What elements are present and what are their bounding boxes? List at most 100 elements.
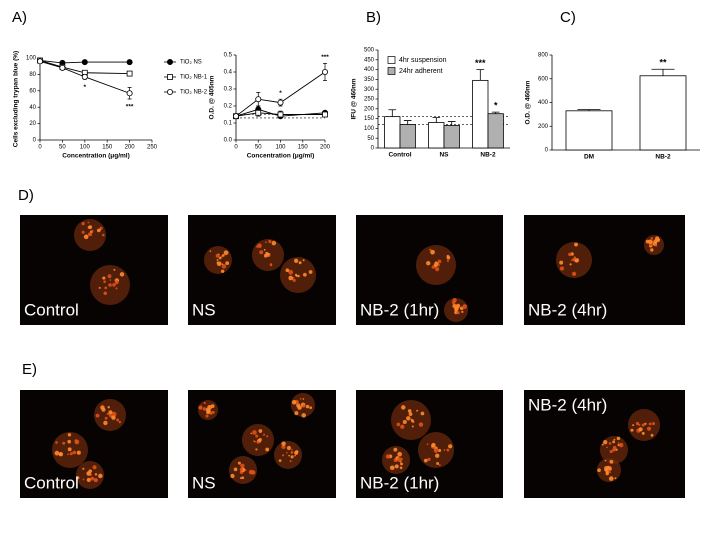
y-tick-label: 40 bbox=[29, 105, 36, 111]
granule bbox=[429, 248, 432, 251]
granule bbox=[237, 461, 241, 465]
granule bbox=[104, 286, 108, 290]
y-tick-label: 0.3 bbox=[224, 87, 233, 93]
error-bar bbox=[651, 68, 675, 76]
marker bbox=[59, 64, 66, 71]
granule bbox=[112, 283, 116, 287]
y-tick-label: 400 bbox=[538, 100, 549, 106]
line bbox=[39, 60, 130, 94]
granule bbox=[221, 254, 225, 257]
granule bbox=[108, 410, 113, 415]
granule bbox=[609, 449, 613, 454]
x-tick-label: DM bbox=[584, 154, 594, 161]
granule bbox=[253, 440, 256, 443]
granule bbox=[291, 448, 293, 451]
granule bbox=[461, 310, 464, 314]
granule bbox=[456, 311, 460, 315]
granule bbox=[452, 298, 457, 303]
granule bbox=[609, 471, 612, 474]
x-tick-label: 150 bbox=[102, 145, 113, 151]
y-tick-label: 0 bbox=[545, 148, 549, 154]
granule bbox=[119, 272, 125, 277]
granule bbox=[58, 451, 64, 457]
granule bbox=[647, 239, 653, 245]
granule bbox=[118, 420, 122, 424]
granule bbox=[86, 477, 91, 482]
granule bbox=[462, 304, 468, 309]
granule bbox=[604, 459, 607, 462]
granule bbox=[95, 413, 100, 418]
granule bbox=[446, 448, 450, 452]
granule bbox=[233, 467, 238, 472]
x-tick-label: 0 bbox=[234, 145, 238, 151]
granule bbox=[612, 448, 616, 452]
granule bbox=[309, 406, 313, 410]
granule bbox=[90, 476, 95, 481]
y-axis-label: Cells excluding trypan blue (%) bbox=[13, 51, 20, 147]
y-tick-label: 0.2 bbox=[224, 104, 233, 110]
y-tick-label: 0 bbox=[33, 138, 37, 144]
granule bbox=[286, 445, 291, 451]
granule bbox=[93, 478, 98, 483]
granule bbox=[302, 272, 307, 277]
granule bbox=[111, 411, 117, 417]
granule bbox=[654, 244, 658, 247]
granule bbox=[96, 228, 101, 233]
granule bbox=[393, 459, 396, 462]
granule bbox=[266, 435, 269, 438]
y-tick-label: 0.4 bbox=[224, 70, 233, 76]
granule bbox=[569, 263, 572, 266]
granule bbox=[225, 261, 230, 266]
granule bbox=[411, 419, 414, 423]
x-axis-label: Concentration (μg/ml) bbox=[62, 153, 130, 160]
granule bbox=[107, 406, 110, 409]
marker bbox=[277, 111, 284, 118]
granule bbox=[281, 441, 286, 446]
granule bbox=[437, 259, 442, 264]
cell bbox=[274, 441, 302, 469]
granule bbox=[220, 269, 225, 273]
granule bbox=[107, 274, 112, 279]
granule bbox=[290, 450, 294, 454]
marker bbox=[322, 111, 328, 118]
granule bbox=[616, 436, 621, 441]
granule bbox=[597, 468, 601, 473]
x-tick-label: NB-2 bbox=[480, 152, 496, 159]
granule bbox=[400, 462, 403, 466]
y-tick-label: 100 bbox=[26, 56, 37, 62]
granule bbox=[198, 405, 203, 410]
granule bbox=[221, 264, 227, 269]
granule bbox=[446, 254, 450, 258]
granule bbox=[256, 440, 260, 444]
granule bbox=[99, 226, 103, 230]
granule bbox=[258, 429, 263, 433]
granule bbox=[257, 243, 262, 248]
granule bbox=[103, 420, 108, 426]
y-tick-label: 300 bbox=[364, 87, 375, 93]
x-tick-label: 150 bbox=[298, 145, 309, 151]
granule bbox=[239, 467, 244, 472]
granule bbox=[603, 440, 608, 445]
x-axis-label: Concentration (μg/ml) bbox=[247, 153, 315, 160]
granule bbox=[295, 450, 299, 454]
marker bbox=[277, 99, 284, 106]
granule bbox=[433, 262, 438, 267]
bar bbox=[384, 116, 401, 149]
y-tick-label: 20 bbox=[29, 121, 36, 127]
y-tick-label: 450 bbox=[364, 57, 375, 63]
x-tick-label: 250 bbox=[147, 145, 158, 151]
cell bbox=[280, 257, 316, 293]
legend-swatch bbox=[387, 67, 396, 75]
granule bbox=[411, 425, 414, 428]
granule bbox=[62, 441, 66, 445]
granule bbox=[302, 398, 305, 400]
granule bbox=[571, 271, 577, 276]
granule bbox=[216, 261, 222, 267]
significance-label: ** bbox=[659, 58, 667, 68]
y-tick-label: 200 bbox=[364, 106, 375, 112]
granule bbox=[230, 473, 235, 479]
granule bbox=[301, 413, 307, 418]
y-tick-label: 60 bbox=[29, 88, 36, 94]
granule bbox=[434, 261, 438, 265]
granule bbox=[651, 422, 656, 426]
